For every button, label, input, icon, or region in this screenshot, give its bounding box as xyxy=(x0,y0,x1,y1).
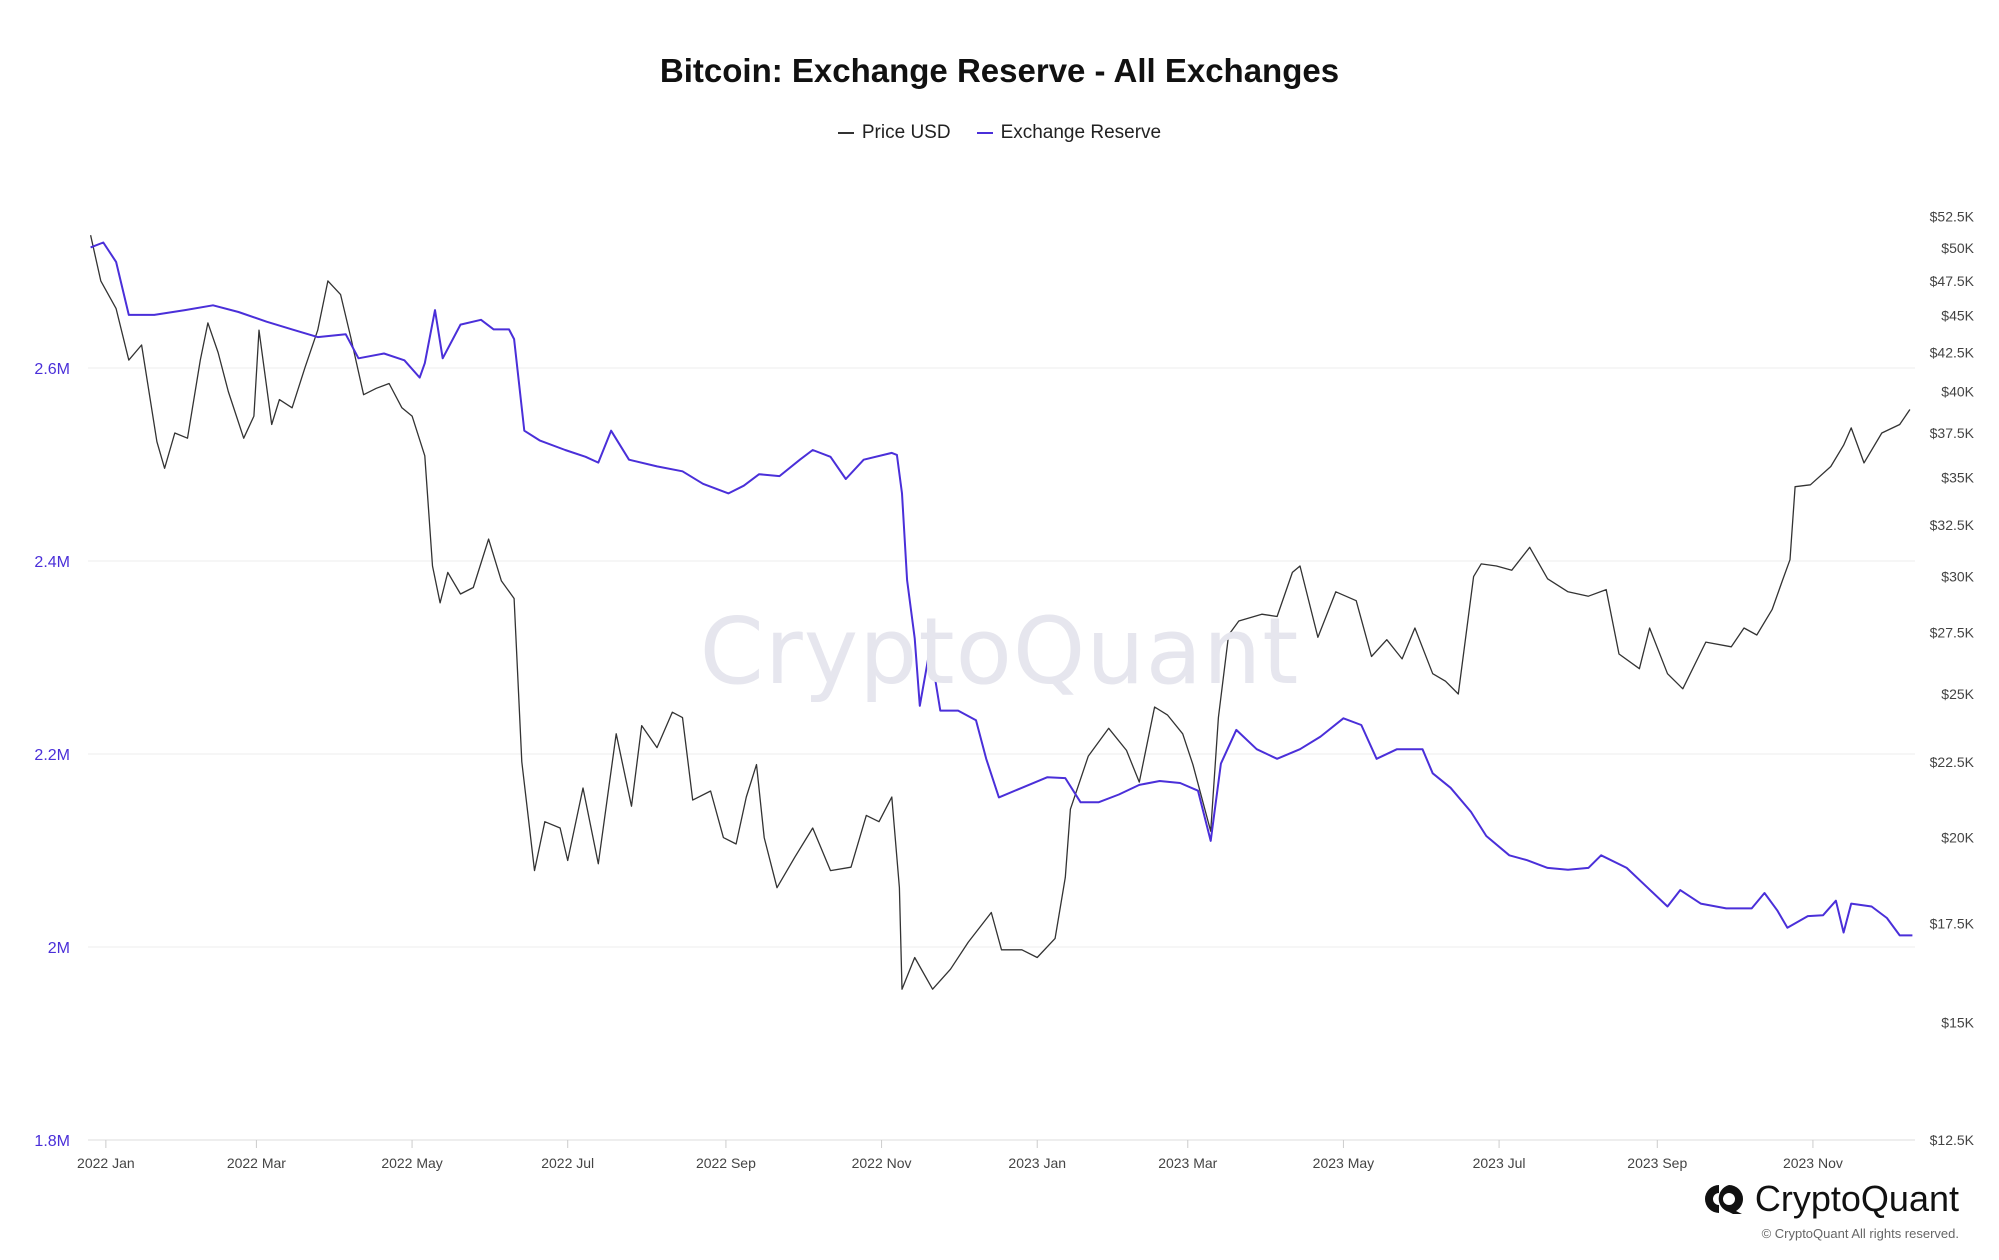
x-tick-label: 2022 Sep xyxy=(696,1155,756,1171)
brand-name: CryptoQuant xyxy=(1754,1178,1959,1219)
right-tick-label: $27.5K xyxy=(1930,625,1975,641)
right-tick-label: $20K xyxy=(1941,830,1974,846)
right-tick-label: $32.5K xyxy=(1930,517,1975,533)
right-tick-label: $25K xyxy=(1941,686,1974,702)
left-tick-label: 2.2M xyxy=(34,747,70,764)
cryptoquant-logo-icon xyxy=(1704,1185,1743,1214)
right-tick-label: $40K xyxy=(1941,384,1974,400)
copyright-text: © CryptoQuant All rights reserved. xyxy=(1761,1226,1959,1241)
right-tick-label: $22.5K xyxy=(1930,754,1975,770)
x-tick-label: 2022 May xyxy=(381,1155,442,1171)
x-tick-label: 2023 Nov xyxy=(1783,1155,1843,1171)
x-tick-label: 2023 Jan xyxy=(1008,1155,1066,1171)
series-line-exchange-reserve xyxy=(90,241,1913,937)
x-tick-label: 2022 Mar xyxy=(227,1155,286,1171)
right-tick-label: $42.5K xyxy=(1930,345,1975,361)
x-tick-label: 2023 Jul xyxy=(1473,1155,1526,1171)
series-lines xyxy=(89,235,1913,990)
brand-logo[interactable]: CryptoQuant xyxy=(1703,1178,1959,1220)
legend: Price USD Exchange Reserve xyxy=(0,122,1999,144)
x-tick-label: 2022 Nov xyxy=(852,1155,912,1171)
legend-label-price: Price USD xyxy=(861,122,951,143)
x-tick-label: 2023 Mar xyxy=(1158,1155,1217,1171)
right-tick-label: $15K xyxy=(1941,1015,1974,1031)
right-tick-label: $47.5K xyxy=(1930,273,1975,289)
legend-swatch-price xyxy=(837,132,854,134)
x-tick-label: 2023 May xyxy=(1313,1155,1374,1171)
series-line-price-usd xyxy=(89,235,1911,990)
x-tick-label: 2023 Sep xyxy=(1627,1155,1687,1171)
left-tick-label: 1.8M xyxy=(34,1133,70,1150)
left-tick-label: 2.6M xyxy=(34,361,70,378)
left-tick-label: 2.4M xyxy=(34,554,70,571)
right-tick-label: $50K xyxy=(1941,240,1974,256)
grid-lines xyxy=(88,367,1915,1141)
right-tick-label: $17.5K xyxy=(1930,915,1975,931)
right-tick-label: $37.5K xyxy=(1930,425,1975,441)
legend-item-reserve[interactable]: Exchange Reserve xyxy=(976,122,1162,144)
right-tick-label: $45K xyxy=(1941,308,1974,324)
left-axis-ticks: 1.8M 2M 2.2M 2.4M 2.6M xyxy=(34,361,70,1150)
right-tick-label: $52.5K xyxy=(1930,209,1975,225)
chart-title: Bitcoin: Exchange Reserve - All Exchange… xyxy=(659,52,1340,89)
x-tick-label: 2022 Jul xyxy=(541,1155,594,1171)
x-axis-ticks: 2022 Jan 2022 Mar 2022 May 2022 Jul 2022 Sep… xyxy=(77,1140,1843,1171)
legend-item-price[interactable]: Price USD xyxy=(837,122,951,144)
x-tick-label: 2022 Jan xyxy=(77,1155,135,1171)
right-tick-label: $35K xyxy=(1941,469,1974,485)
left-tick-label: 2M xyxy=(48,940,70,957)
right-tick-label: $30K xyxy=(1941,569,1974,585)
legend-swatch-reserve xyxy=(976,132,993,134)
legend-label-reserve: Exchange Reserve xyxy=(1000,122,1162,143)
right-tick-label: $12.5K xyxy=(1930,1132,1975,1148)
right-axis-ticks: $12.5K $15K $17.5K $20K $22.5K $25K $27.5K $30K… xyxy=(1930,209,1975,1148)
